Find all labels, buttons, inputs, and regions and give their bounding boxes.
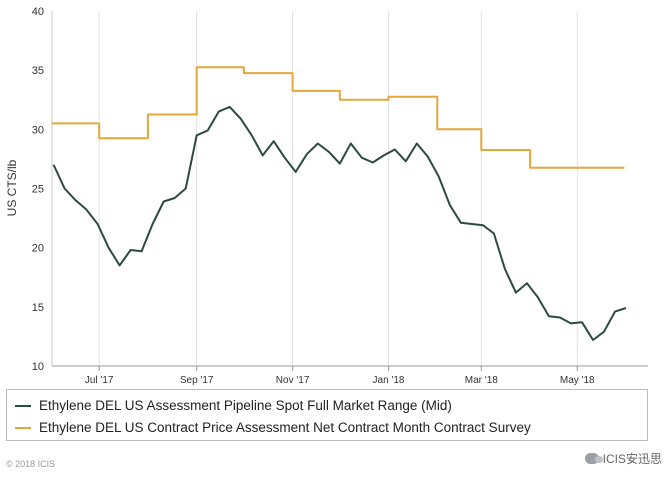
chart-plot: Jul '17 Sep '17 Nov '17 Jan '18 Mar '18 May '… bbox=[5, 6, 648, 385]
series-line-spot bbox=[52, 105, 627, 341]
x-tick-label: Nov '17 bbox=[276, 375, 310, 385]
axes: Jul '17 Sep '17 Nov '17 Jan '18 Mar '18 May '… bbox=[32, 6, 648, 385]
y-tick-label: 25 bbox=[32, 184, 44, 196]
y-tick-label: 15 bbox=[32, 302, 44, 314]
x-tick-label: May '18 bbox=[560, 375, 595, 385]
series-lines bbox=[52, 66, 627, 341]
y-tick-label: 40 bbox=[32, 6, 44, 18]
x-tick-label: Jul '17 bbox=[85, 375, 114, 385]
series-line-contract bbox=[52, 66, 625, 169]
x-tick-label: Mar '18 bbox=[465, 375, 498, 385]
legend-label-contract: Ethylene DEL US Contract Price Assessmen… bbox=[39, 420, 531, 435]
grid-lines bbox=[98, 11, 578, 366]
wechat-icon bbox=[584, 453, 603, 464]
legend-item-contract[interactable]: Ethylene DEL US Contract Price Assessmen… bbox=[15, 420, 531, 435]
legend-item-spot[interactable]: Ethylene DEL US Assessment Pipeline Spot… bbox=[15, 398, 452, 413]
watermark: ICIS安迅思 bbox=[584, 450, 662, 467]
y-axis-label: US CTS/lb bbox=[5, 159, 19, 216]
legend-label-spot: Ethylene DEL US Assessment Pipeline Spot… bbox=[39, 398, 452, 413]
copyright-text: © 2018 ICIS bbox=[6, 459, 56, 469]
x-tick-label: Jan '18 bbox=[373, 375, 405, 385]
y-tick-label: 20 bbox=[32, 243, 44, 255]
y-tick-label: 30 bbox=[32, 124, 44, 136]
y-tick-label: 35 bbox=[32, 65, 44, 77]
legend: Ethylene DEL US Assessment Pipeline Spot… bbox=[6, 389, 648, 441]
watermark-text: ICIS安迅思 bbox=[602, 452, 662, 466]
legend-swatch-spot bbox=[15, 404, 31, 407]
legend-swatch-contract bbox=[15, 426, 31, 429]
y-tick-label: 10 bbox=[32, 361, 44, 373]
x-tick-label: Sep '17 bbox=[180, 375, 214, 385]
